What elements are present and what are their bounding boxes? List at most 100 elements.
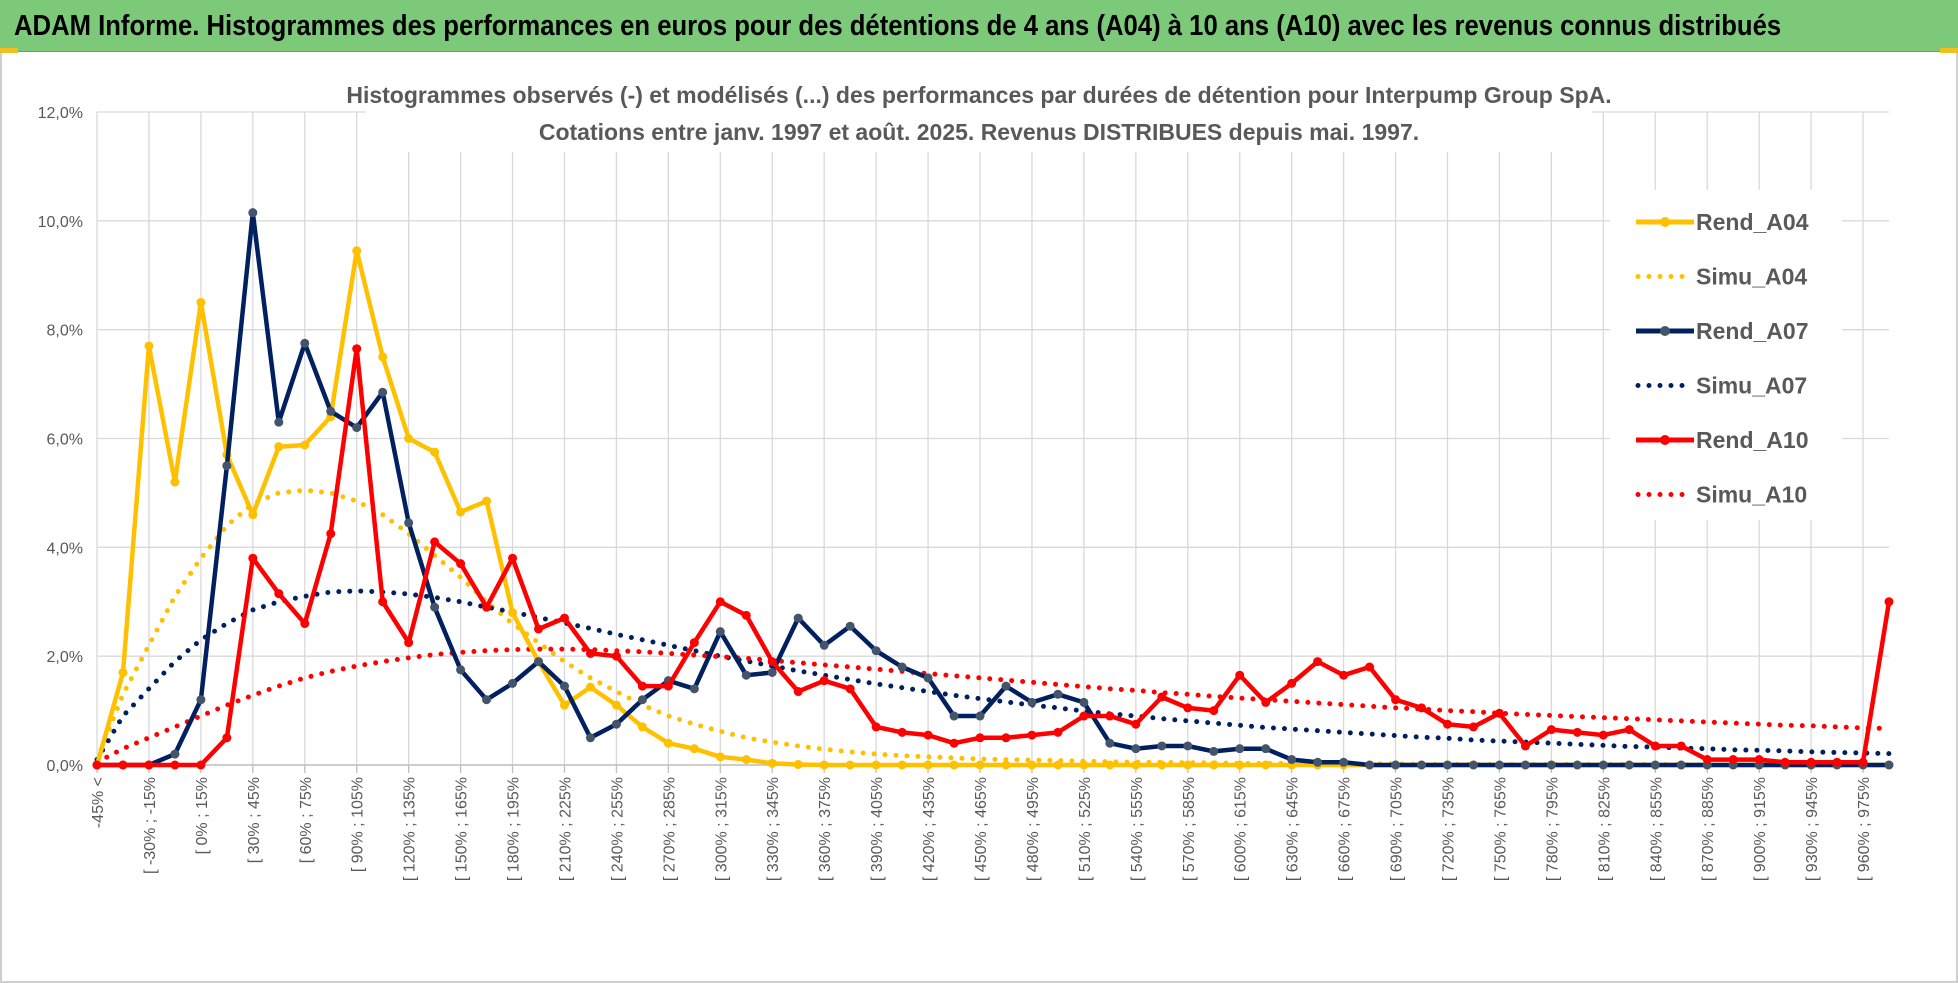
- data-point-Rend_A10: [1027, 730, 1037, 740]
- data-point-Rend_A07: [1079, 697, 1089, 707]
- data-point-Rend_A07: [1235, 744, 1245, 754]
- data-point-Rend_A07: [897, 662, 907, 672]
- x-tick-label: [ -30% ; -15%: [142, 777, 159, 874]
- data-point-Rend_A10: [871, 722, 881, 732]
- data-point-Rend_A04: [897, 760, 907, 770]
- x-tick-label: [ 840% ; 855%: [1648, 777, 1665, 881]
- data-point-Rend_A10: [819, 676, 829, 686]
- data-point-Rend_A04: [637, 722, 647, 732]
- data-point-Rend_A04: [456, 507, 466, 517]
- data-point-Rend_A04: [845, 760, 855, 770]
- data-point-Rend_A04: [819, 760, 829, 770]
- banner-title: ADAM Informe. Histogrammes des performan…: [14, 10, 1782, 42]
- data-point-Rend_A10: [663, 681, 673, 691]
- data-point-Rend_A07: [637, 695, 647, 705]
- data-point-Rend_A07: [1339, 757, 1349, 767]
- data-point-Rend_A10: [1624, 725, 1634, 735]
- legend-label-Rend_A04: Rend_A04: [1696, 209, 1809, 235]
- data-point-Rend_A07: [767, 667, 777, 677]
- legend-marker-Rend_A10: [1660, 435, 1670, 445]
- x-tick-label: [ 180% ; 195%: [506, 777, 523, 881]
- y-tick-label: 4,0%: [47, 540, 83, 557]
- data-point-Rend_A10: [1339, 670, 1349, 680]
- data-point-Rend_A10: [1131, 719, 1141, 729]
- data-point-Rend_A04: [1209, 760, 1219, 770]
- x-tick-label: [ 930% ; 945%: [1804, 777, 1821, 881]
- data-point-Rend_A07: [1494, 760, 1504, 770]
- data-point-Rend_A10: [508, 553, 518, 563]
- data-point-Rend_A07: [1261, 744, 1271, 754]
- data-point-Rend_A10: [144, 760, 154, 770]
- data-point-Rend_A10: [845, 684, 855, 694]
- data-point-Rend_A07: [300, 338, 310, 348]
- data-point-Rend_A10: [975, 733, 985, 743]
- data-point-Rend_A07: [508, 678, 518, 688]
- data-point-Rend_A07: [1183, 741, 1193, 751]
- data-point-Rend_A07: [196, 695, 206, 705]
- data-point-Rend_A07: [1676, 760, 1686, 770]
- x-tick-label: [ 870% ; 885%: [1700, 777, 1717, 881]
- data-point-Rend_A04: [482, 496, 492, 506]
- data-point-Rend_A10: [1884, 597, 1894, 607]
- data-point-Rend_A04: [248, 510, 258, 520]
- data-point-Rend_A07: [1520, 760, 1530, 770]
- data-point-Rend_A07: [1131, 744, 1141, 754]
- data-point-Rend_A07: [1572, 760, 1582, 770]
- y-tick-label: 12,0%: [38, 105, 83, 122]
- data-point-Rend_A04: [741, 755, 751, 765]
- data-point-Rend_A10: [767, 657, 777, 667]
- legend-label-Simu_A10: Simu_A10: [1696, 482, 1807, 508]
- x-tick-label: [ 780% ; 795%: [1544, 777, 1561, 881]
- data-point-Rend_A04: [1105, 760, 1115, 770]
- corner-mark-right: [1940, 48, 1958, 53]
- data-point-Rend_A10: [1572, 727, 1582, 737]
- x-tick-label: [ 360% ; 375%: [817, 777, 834, 881]
- data-point-Rend_A10: [1365, 662, 1375, 672]
- y-tick-label: 0,0%: [47, 758, 83, 775]
- x-tick-label: [ 510% ; 525%: [1077, 777, 1094, 881]
- x-tick-label: [ 660% ; 675%: [1337, 777, 1354, 881]
- data-point-Rend_A10: [741, 610, 751, 620]
- data-point-Rend_A10: [92, 760, 102, 770]
- data-point-Rend_A07: [378, 387, 388, 397]
- data-point-Rend_A07: [326, 406, 336, 416]
- data-point-Rend_A07: [248, 208, 258, 218]
- data-point-Rend_A04: [274, 442, 284, 452]
- data-point-Rend_A10: [1235, 670, 1245, 680]
- chart-axes: 0,0% 2,0% 4,0% 6,0% 8,0% 10,0% 12,0% -45% < [ -3…: [38, 105, 1889, 881]
- data-point-Rend_A07: [819, 640, 829, 650]
- x-tick-label: [ 570% ; 585%: [1181, 777, 1198, 881]
- y-tick-label: 2,0%: [47, 649, 83, 666]
- data-point-Rend_A07: [1157, 741, 1167, 751]
- x-tick-label: [ 420% ; 435%: [921, 777, 938, 881]
- data-point-Rend_A07: [1313, 757, 1323, 767]
- data-point-Rend_A04: [949, 760, 959, 770]
- data-point-Rend_A07: [715, 627, 725, 637]
- data-point-Rend_A07: [741, 670, 751, 680]
- data-point-Rend_A07: [975, 711, 985, 721]
- series-line-Simu_A07: [94, 588, 1892, 763]
- chart-legend: Rend_A04 Simu_A04 Rend_A07 Simu_A07 Rend_A10…: [1610, 190, 1842, 520]
- data-point-Rend_A07: [1001, 681, 1011, 691]
- x-tick-label: [ 750% ; 765%: [1492, 777, 1509, 881]
- x-tick-label: [ 630% ; 645%: [1285, 777, 1302, 881]
- x-tick-label: [ 210% ; 225%: [557, 777, 574, 881]
- data-point-Rend_A07: [845, 621, 855, 631]
- data-point-Rend_A10: [1157, 692, 1167, 702]
- data-point-Rend_A04: [118, 667, 128, 677]
- legend-label-Simu_A07: Simu_A07: [1696, 373, 1807, 399]
- data-point-Rend_A10: [274, 589, 284, 599]
- data-point-Rend_A04: [1157, 760, 1167, 770]
- x-tick-label: [ 240% ; 255%: [609, 777, 626, 881]
- data-point-Rend_A10: [1520, 741, 1530, 751]
- x-tick-label: [ 690% ; 705%: [1389, 777, 1406, 881]
- y-tick-label: 10,0%: [38, 214, 83, 231]
- corner-mark-left: [0, 48, 18, 53]
- data-point-Rend_A04: [923, 760, 933, 770]
- data-point-Rend_A10: [611, 651, 621, 661]
- data-point-Rend_A10: [1650, 741, 1660, 751]
- data-point-Rend_A04: [378, 352, 388, 362]
- data-point-Rend_A10: [1391, 695, 1401, 705]
- data-point-Rend_A10: [118, 760, 128, 770]
- x-tick-label: [ 540% ; 555%: [1129, 777, 1146, 881]
